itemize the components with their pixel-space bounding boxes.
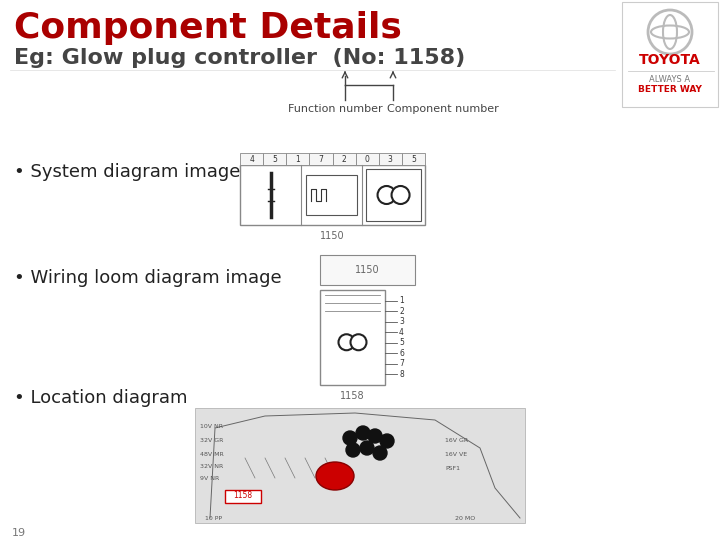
Text: 4: 4 xyxy=(399,328,404,337)
Text: 48V MR: 48V MR xyxy=(200,451,224,456)
Bar xyxy=(310,153,333,165)
Bar xyxy=(366,169,421,221)
Bar xyxy=(320,290,385,385)
Text: 2: 2 xyxy=(399,307,404,315)
Bar xyxy=(306,175,357,215)
Bar xyxy=(333,153,356,165)
Circle shape xyxy=(373,446,387,460)
Text: 10 PP: 10 PP xyxy=(205,516,222,522)
Text: 5: 5 xyxy=(399,338,404,347)
Text: PSF1: PSF1 xyxy=(445,465,460,470)
Text: 32V NR: 32V NR xyxy=(200,463,223,469)
Text: • System diagram image: • System diagram image xyxy=(14,163,240,181)
Text: • Wiring loom diagram image: • Wiring loom diagram image xyxy=(14,269,282,287)
Bar xyxy=(195,408,525,523)
Text: Function number: Function number xyxy=(288,104,382,114)
Text: 4: 4 xyxy=(249,154,254,164)
Text: 1150: 1150 xyxy=(355,265,380,275)
Bar xyxy=(263,153,287,165)
Text: 1150: 1150 xyxy=(320,231,345,241)
Text: Component Details: Component Details xyxy=(14,11,402,45)
Circle shape xyxy=(360,441,374,455)
Bar xyxy=(379,153,402,165)
Bar xyxy=(402,153,425,165)
Bar xyxy=(225,490,261,503)
Circle shape xyxy=(380,434,394,448)
Text: 16V GR: 16V GR xyxy=(445,437,468,442)
Bar xyxy=(622,2,718,107)
Text: 7: 7 xyxy=(318,154,323,164)
Text: • Location diagram: • Location diagram xyxy=(14,389,187,407)
Bar xyxy=(240,153,263,165)
Text: BETTER WAY: BETTER WAY xyxy=(638,84,702,93)
Text: 2: 2 xyxy=(342,154,346,164)
Text: 32V GR: 32V GR xyxy=(200,437,223,442)
Text: 20 MO: 20 MO xyxy=(455,516,475,522)
Text: 19: 19 xyxy=(12,528,26,538)
Text: 16V VE: 16V VE xyxy=(445,451,467,456)
Circle shape xyxy=(343,431,357,445)
Circle shape xyxy=(346,443,360,457)
Bar xyxy=(240,165,425,225)
Bar xyxy=(320,255,415,285)
Text: 3: 3 xyxy=(399,317,404,326)
Circle shape xyxy=(392,186,410,204)
Circle shape xyxy=(377,186,395,204)
Text: 1: 1 xyxy=(295,154,300,164)
Text: 5: 5 xyxy=(272,154,277,164)
Ellipse shape xyxy=(316,462,354,490)
Text: 7: 7 xyxy=(399,360,404,368)
Text: Eg: Glow plug controller  (No: 1158): Eg: Glow plug controller (No: 1158) xyxy=(14,48,465,68)
Text: TOYOTA: TOYOTA xyxy=(639,53,701,67)
Text: 3: 3 xyxy=(388,154,392,164)
Text: 8: 8 xyxy=(399,370,404,379)
Text: 1158: 1158 xyxy=(340,391,365,401)
Text: Component number: Component number xyxy=(387,104,499,114)
Text: 0: 0 xyxy=(365,154,369,164)
Text: 9V NR: 9V NR xyxy=(200,476,220,481)
Text: ALWAYS A: ALWAYS A xyxy=(649,76,690,84)
Bar xyxy=(356,153,379,165)
Text: 10V NR: 10V NR xyxy=(200,423,223,429)
Circle shape xyxy=(351,334,366,350)
Bar xyxy=(287,153,310,165)
Circle shape xyxy=(356,426,370,440)
Circle shape xyxy=(338,334,354,350)
Circle shape xyxy=(368,429,382,443)
Text: 5: 5 xyxy=(411,154,416,164)
Text: 6: 6 xyxy=(399,349,404,358)
Text: 1158: 1158 xyxy=(233,491,253,501)
Text: 1: 1 xyxy=(399,296,404,305)
